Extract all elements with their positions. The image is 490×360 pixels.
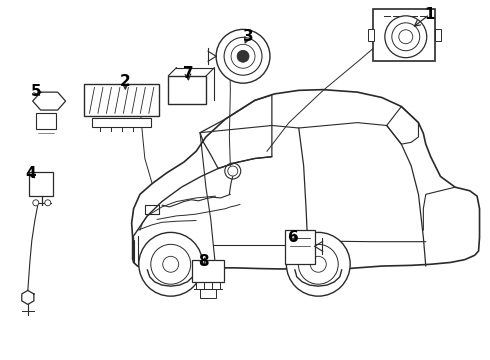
- Circle shape: [224, 37, 262, 75]
- Text: 5: 5: [30, 84, 41, 99]
- Circle shape: [399, 30, 413, 44]
- Text: 8: 8: [198, 254, 209, 269]
- Circle shape: [392, 23, 420, 51]
- Circle shape: [385, 16, 427, 58]
- Bar: [84, 85, 159, 116]
- Bar: [169, 76, 206, 104]
- Circle shape: [310, 256, 326, 272]
- Circle shape: [216, 30, 270, 83]
- Circle shape: [33, 200, 39, 206]
- Circle shape: [45, 200, 51, 206]
- Circle shape: [237, 50, 249, 62]
- Bar: [200, 289, 216, 298]
- Circle shape: [139, 233, 203, 296]
- Circle shape: [286, 233, 350, 296]
- Bar: [435, 29, 441, 41]
- Bar: [373, 9, 435, 61]
- Text: 7: 7: [182, 66, 193, 81]
- Bar: [285, 230, 315, 264]
- Circle shape: [163, 256, 179, 272]
- Bar: [93, 118, 151, 127]
- Text: 4: 4: [25, 166, 36, 181]
- Text: 1: 1: [424, 7, 435, 22]
- Text: 3: 3: [243, 29, 253, 44]
- Circle shape: [231, 44, 255, 68]
- Bar: [36, 113, 56, 129]
- Circle shape: [298, 244, 338, 284]
- Bar: [193, 260, 224, 282]
- Text: 2: 2: [120, 74, 131, 89]
- Text: 6: 6: [288, 230, 298, 245]
- Circle shape: [151, 244, 191, 284]
- Bar: [368, 29, 374, 41]
- Bar: [29, 172, 53, 196]
